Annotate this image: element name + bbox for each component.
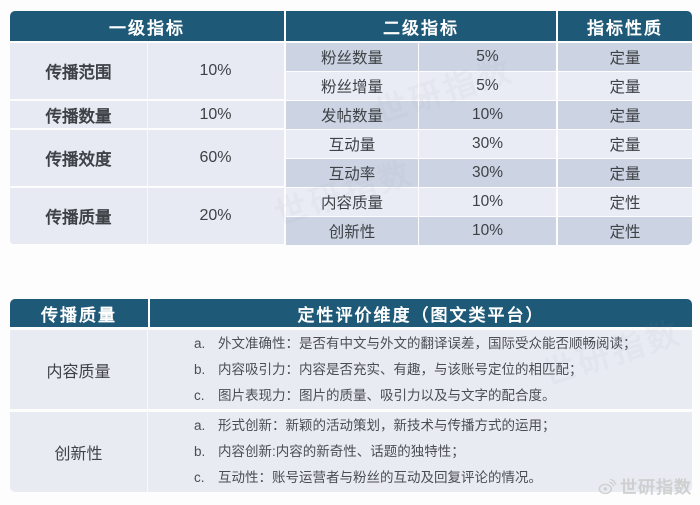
- group-weight: 10%: [199, 105, 232, 123]
- row-content: a. 形式创新：新颖的活动策划，新技术与传播方式的运用； b. 内容创新:内容的…: [148, 412, 692, 492]
- sub-indicator-weight: 10%: [419, 101, 556, 129]
- sub-indicator-nature: 定量: [558, 72, 692, 100]
- list-item: c. 互动性：账号运营者与粉丝的互动及回复评论的情况。: [194, 465, 692, 491]
- table1-level1-column: 传播范围 10% 传播数量 10% 传播效度 60% 传播质量 20%: [10, 43, 284, 245]
- sub-indicator-weight: 5%: [419, 43, 556, 71]
- item-text: 形式创新：新颖的活动策划，新技术与传播方式的运用；: [218, 418, 556, 433]
- item-marker: b.: [194, 444, 206, 459]
- table1-header-level1: 一级指标: [10, 11, 284, 41]
- list-item: a. 形式创新：新颖的活动策划，新技术与传播方式的运用；: [194, 413, 692, 439]
- list-item: b. 内容创新:内容的新奇性、话题的独特性；: [194, 439, 692, 465]
- sub-indicator-name: 粉丝数量: [286, 43, 418, 71]
- sub-indicator-name: 粉丝增量: [286, 72, 418, 100]
- table-row: 互动率 30% 定量: [286, 159, 692, 187]
- sub-indicator-name: 发帖数量: [286, 101, 418, 129]
- sub-indicator-name: 互动率: [286, 159, 418, 187]
- item-marker: b.: [194, 361, 206, 377]
- table2-header-quality: 传播质量: [10, 299, 148, 327]
- table1-body: 传播范围 10% 传播数量 10% 传播效度 60% 传播质量 20%: [10, 43, 692, 245]
- group-row-quality: 传播质量 20%: [10, 188, 284, 244]
- watermark-text: 世研指数: [620, 478, 692, 497]
- row-content: a. 外文准确性：是否有中文与外文的翻译误差，国际受众能否顺畅阅读； b. 内容…: [148, 330, 692, 409]
- item-text: 内容创新:内容的新奇性、话题的独特性；: [218, 444, 465, 459]
- sub-indicator-nature: 定量: [558, 101, 692, 129]
- table-row: 粉丝增量 5% 定量: [286, 72, 692, 100]
- table-row: 发帖数量 10% 定量: [286, 101, 692, 129]
- sub-indicator-weight: 5%: [419, 72, 556, 100]
- sub-indicator-weight: 30%: [419, 159, 556, 187]
- group-name: 传播质量: [10, 188, 148, 244]
- table2-header-dimension: 定性评价维度（图文类平台）: [150, 299, 692, 327]
- table2-header-row: 传播质量 定性评价维度（图文类平台）: [10, 299, 692, 327]
- list-item: c. 图片表现力：图片的质量、吸引力以及与文字的配合度。: [194, 383, 692, 409]
- sub-indicator-nature: 定量: [558, 159, 692, 187]
- item-marker: c.: [194, 387, 205, 403]
- sub-indicator-nature: 定量: [558, 43, 692, 71]
- table1-header-level2: 二级指标: [286, 11, 556, 41]
- item-marker: c.: [194, 470, 205, 485]
- table-row: 内容质量 a. 外文准确性：是否有中文与外文的翻译误差，国际受众能否顺畅阅读； …: [10, 330, 692, 409]
- sub-indicator-name: 创新性: [286, 217, 418, 245]
- item-text: 外文准确性：是否有中文与外文的翻译误差，国际受众能否顺畅阅读；: [218, 335, 637, 351]
- qualitative-dimension-table: 传播质量 定性评价维度（图文类平台） 内容质量 a. 外文准确性：是否有中文与外…: [10, 299, 692, 492]
- group-weight: 20%: [199, 207, 232, 224]
- sub-indicator-nature: 定性: [558, 188, 692, 216]
- sub-indicator-weight: 30%: [419, 130, 556, 158]
- group-weight: 10%: [199, 62, 232, 79]
- indicator-weight-table: 一级指标 二级指标 指标性质 传播范围 10% 传播数量 10% 传播效度 60…: [10, 11, 692, 245]
- group-row-quantity: 传播数量 10%: [10, 101, 284, 128]
- weibo-logo-icon: [597, 476, 617, 496]
- sub-indicator-name: 互动量: [286, 130, 418, 158]
- table-row: 创新性 a. 形式创新：新颖的活动策划，新技术与传播方式的运用； b. 内容创新…: [10, 412, 692, 492]
- row-name-innovation: 创新性: [10, 412, 148, 492]
- table1-level2-columns: 粉丝数量 5% 定量 粉丝增量 5% 定量 发帖数量 10% 定量 互动量 30…: [286, 43, 692, 245]
- list-item: b. 内容吸引力：内容是否充实、有趣，与该账号定位的相匹配；: [194, 357, 692, 383]
- row-name-content-quality: 内容质量: [10, 330, 148, 409]
- group-name: 传播数量: [10, 101, 148, 128]
- item-text: 内容吸引力：内容是否充实、有趣，与该账号定位的相匹配；: [218, 361, 583, 377]
- table-row: 互动量 30% 定量: [286, 130, 692, 158]
- group-name: 传播范围: [10, 43, 148, 99]
- item-marker: a.: [194, 418, 206, 433]
- table-row: 内容质量 10% 定性: [286, 188, 692, 216]
- table-row: 粉丝数量 5% 定量: [286, 43, 692, 71]
- sub-indicator-weight: 10%: [419, 188, 556, 216]
- item-marker: a.: [194, 335, 206, 351]
- sub-indicator-nature: 定性: [558, 217, 692, 245]
- group-name: 传播效度: [10, 130, 148, 186]
- watermark: 世研指数: [597, 473, 692, 498]
- sub-indicator-weight: 10%: [419, 217, 556, 245]
- item-text: 图片表现力：图片的质量、吸引力以及与文字的配合度。: [218, 387, 556, 403]
- table-row: 创新性 10% 定性: [286, 217, 692, 245]
- table1-header-row: 一级指标 二级指标 指标性质: [10, 11, 692, 41]
- table1-header-nature: 指标性质: [558, 11, 692, 41]
- list-item: a. 外文准确性：是否有中文与外文的翻译误差，国际受众能否顺畅阅读；: [194, 331, 692, 357]
- group-row-effect: 传播效度 60%: [10, 130, 284, 186]
- group-row-reach: 传播范围 10%: [10, 43, 284, 99]
- sub-indicator-nature: 定量: [558, 130, 692, 158]
- group-weight: 60%: [199, 149, 232, 166]
- item-text: 互动性：账号运营者与粉丝的互动及回复评论的情况。: [218, 470, 542, 485]
- sub-indicator-name: 内容质量: [286, 188, 418, 216]
